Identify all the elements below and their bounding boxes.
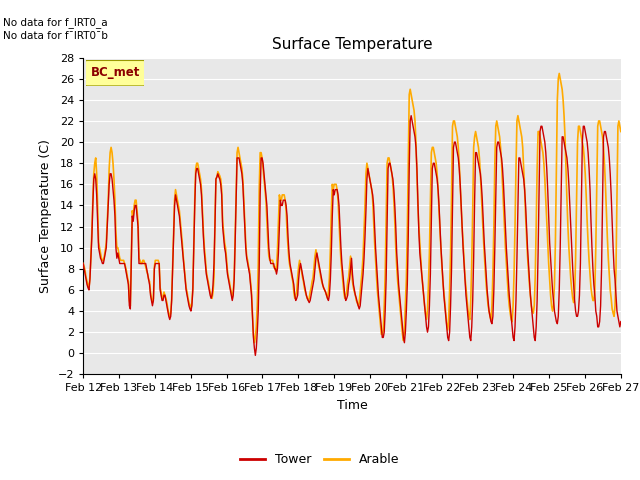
Text: No data for f¯IRT0¯b: No data for f¯IRT0¯b xyxy=(3,31,108,41)
Title: Surface Temperature: Surface Temperature xyxy=(272,37,432,52)
Text: No data for f_IRT0_a: No data for f_IRT0_a xyxy=(3,17,108,28)
Legend: Tower, Arable: Tower, Arable xyxy=(236,448,404,471)
Text: BC_met: BC_met xyxy=(90,66,140,79)
FancyBboxPatch shape xyxy=(84,60,146,86)
Y-axis label: Surface Temperature (C): Surface Temperature (C) xyxy=(39,139,52,293)
X-axis label: Time: Time xyxy=(337,399,367,412)
